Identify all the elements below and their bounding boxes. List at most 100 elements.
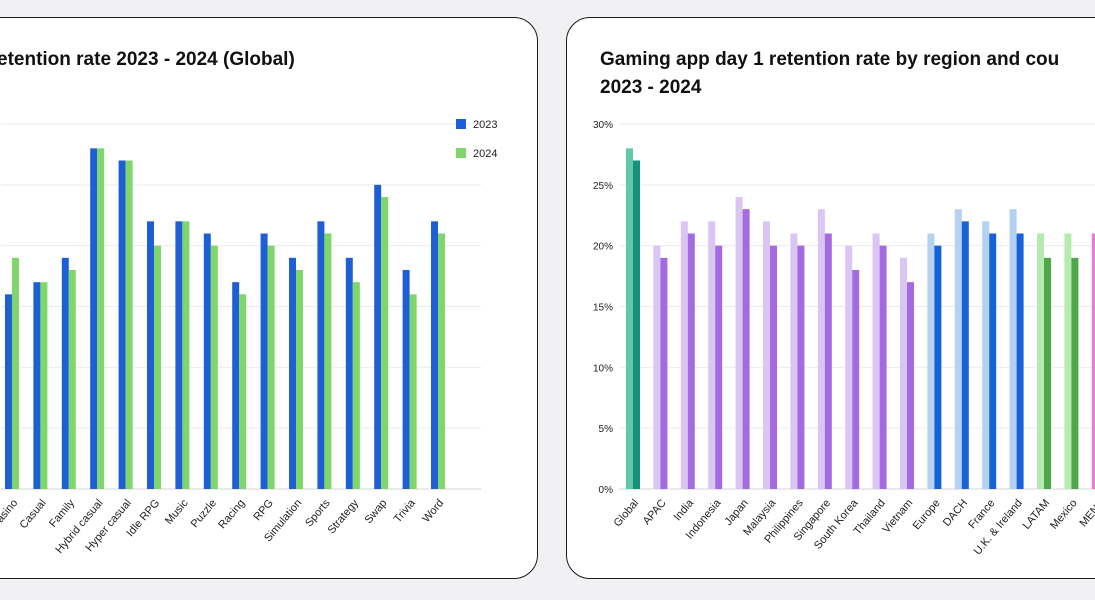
x-tick-label: RPG bbox=[251, 497, 276, 523]
bar-2023 bbox=[33, 282, 41, 489]
bar-2024 bbox=[125, 160, 133, 489]
bar-2024 bbox=[438, 233, 445, 489]
bar-2023 bbox=[1091, 233, 1095, 489]
bar-2023 bbox=[900, 257, 907, 489]
bar-2023 bbox=[402, 270, 410, 489]
y-tick-label: 5% bbox=[599, 424, 614, 435]
bar-2023 bbox=[260, 233, 268, 489]
bar-2023 bbox=[1064, 233, 1072, 489]
bar-2023 bbox=[790, 233, 798, 489]
bar-2024 bbox=[797, 245, 805, 489]
bar-2024 bbox=[97, 148, 105, 490]
bar-2024 bbox=[210, 245, 218, 489]
bar-2024 bbox=[961, 221, 969, 490]
legend-label-2023: 2023 bbox=[473, 119, 497, 131]
bar-2024 bbox=[267, 245, 275, 489]
bar-2023 bbox=[872, 233, 880, 489]
bar-2024 bbox=[852, 270, 860, 489]
bar-2023 bbox=[345, 257, 353, 489]
legend-label-2024: 2024 bbox=[473, 148, 497, 160]
x-tick-label: APAC bbox=[641, 497, 669, 527]
x-tick-label: Swap bbox=[363, 497, 390, 526]
x-tick-label: Global bbox=[612, 497, 642, 529]
bar-2024 bbox=[68, 270, 76, 489]
bar-2024 bbox=[409, 294, 417, 489]
bar-2024 bbox=[324, 233, 332, 489]
bar-2024 bbox=[934, 245, 942, 489]
y-tick-label: 0% bbox=[599, 485, 614, 496]
x-tick-label: Racing bbox=[216, 497, 247, 531]
bar-2024 bbox=[742, 209, 750, 489]
bar-2023 bbox=[927, 233, 935, 489]
bar-2023 bbox=[317, 221, 325, 490]
bar-2024 bbox=[352, 282, 360, 489]
legend-swatch-2023 bbox=[456, 119, 466, 129]
bar-2023 bbox=[763, 221, 770, 490]
bar-2023 bbox=[147, 221, 154, 490]
bar-2023 bbox=[5, 294, 12, 489]
bar-2023 bbox=[954, 209, 962, 489]
bar-2023 bbox=[735, 197, 743, 489]
bar-2023 bbox=[61, 257, 69, 489]
bar-2024 bbox=[770, 245, 777, 489]
bar-2024 bbox=[633, 160, 640, 489]
x-tick-label: Casual bbox=[17, 497, 48, 531]
bar-2024 bbox=[182, 221, 190, 490]
x-tick-label: LATAM bbox=[1021, 497, 1053, 532]
bar-2023 bbox=[289, 257, 296, 489]
y-tick-label: 20% bbox=[593, 242, 613, 253]
bar-2024 bbox=[989, 233, 997, 489]
bar-2023 bbox=[431, 221, 438, 490]
bar-2023 bbox=[845, 245, 853, 489]
left-chart-title: etention rate 2023 - 2024 (Global) bbox=[0, 49, 295, 70]
bar-2023 bbox=[90, 148, 98, 490]
bar-2024 bbox=[879, 245, 887, 489]
x-tick-label: Europe bbox=[911, 497, 943, 532]
bar-2023 bbox=[232, 282, 240, 489]
y-tick-label: 30% bbox=[593, 120, 613, 131]
bar-2024 bbox=[1044, 257, 1051, 489]
x-tick-label: Mexico bbox=[1048, 497, 1080, 531]
bar-2024 bbox=[296, 270, 303, 489]
right-bar-chart: 0%5%10%15%20%25%30%Global APAC IndiaIndone… bbox=[593, 120, 1095, 557]
right-chart-title-line1: Gaming app day 1 retention rate by regio… bbox=[600, 49, 1060, 70]
bar-2024 bbox=[154, 245, 161, 489]
x-tick-label: asino bbox=[0, 497, 20, 525]
bar-2024 bbox=[40, 282, 48, 489]
bar-2024 bbox=[824, 233, 832, 489]
x-tick-label: Word bbox=[420, 497, 446, 525]
bar-2023 bbox=[817, 209, 825, 489]
bar-2024 bbox=[907, 282, 914, 489]
bar-2023 bbox=[982, 221, 990, 490]
legend-swatch-2024 bbox=[456, 148, 466, 158]
bar-2024 bbox=[687, 233, 695, 489]
bar-2024 bbox=[1016, 233, 1024, 489]
bar-2023 bbox=[1037, 233, 1044, 489]
bar-2023 bbox=[374, 184, 382, 490]
bar-2023 bbox=[708, 221, 716, 490]
bar-2023 bbox=[118, 160, 126, 489]
y-tick-label: 25% bbox=[593, 181, 613, 192]
x-tick-label: MENA bbox=[1077, 497, 1095, 530]
bar-2024 bbox=[239, 294, 247, 489]
left-chart-card: etention rate 2023 - 2024 (Global) asino… bbox=[0, 17, 538, 579]
bar-2024 bbox=[12, 257, 19, 489]
x-tick-label: Music bbox=[163, 497, 191, 527]
y-tick-label: 10% bbox=[593, 363, 613, 374]
right-chart-title-line2: 2023 - 2024 bbox=[600, 77, 702, 98]
bar-2023 bbox=[653, 245, 661, 489]
bar-2023 bbox=[626, 148, 633, 490]
x-tick-label: Strategy bbox=[326, 497, 362, 536]
bar-2024 bbox=[381, 197, 389, 489]
bar-2024 bbox=[715, 245, 723, 489]
x-tick-label: Puzzle bbox=[189, 497, 219, 530]
right-chart-card: Gaming app day 1 retention rate by regio… bbox=[566, 17, 1095, 579]
x-tick-label: Trivia bbox=[392, 497, 419, 526]
bar-2024 bbox=[660, 257, 668, 489]
bar-2023 bbox=[1009, 209, 1017, 489]
bar-2024 bbox=[1071, 257, 1079, 489]
x-tick-label: India bbox=[672, 497, 697, 524]
bar-2023 bbox=[203, 233, 211, 489]
y-tick-label: 15% bbox=[593, 303, 613, 314]
